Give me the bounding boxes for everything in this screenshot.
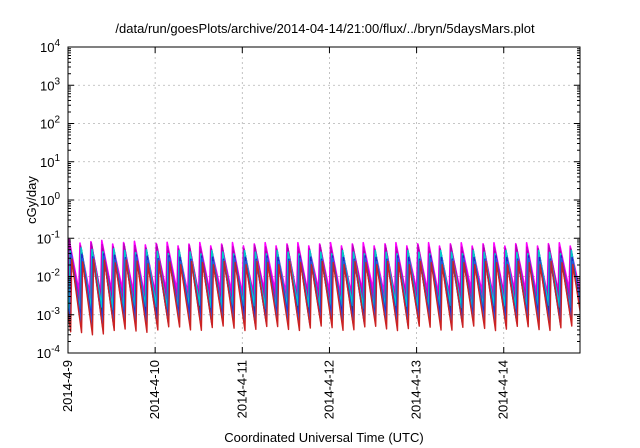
- chart-title: /data/run/goesPlots/archive/2014-04-14/2…: [115, 21, 535, 36]
- y-tick-label: 101: [40, 153, 60, 170]
- x-axis-label: Coordinated Universal Time (UTC): [224, 430, 423, 445]
- y-tick-label: 10-4: [37, 344, 61, 361]
- x-tick-label: 2014-4-9: [60, 360, 75, 412]
- series-group: [68, 238, 580, 336]
- x-tick-label: 2014-4-11: [234, 360, 249, 418]
- y-tick-labels: 10-4 10-3 10-2 10-1 100 101 102 103 104: [37, 38, 61, 361]
- axis-ticks: [67, 46, 580, 354]
- series-line: [68, 258, 580, 336]
- y-tick-label: 103: [40, 76, 60, 93]
- x-tick-label: 2014-4-13: [409, 360, 424, 419]
- x-tick-labels: 2014-4-9 2014-4-10 2014-4-11 2014-4-12 2014-…: [60, 360, 511, 419]
- y-tick-label: 10-1: [37, 229, 61, 246]
- y-tick-label: 10-2: [37, 268, 61, 285]
- x-tick-label: 2014-4-10: [147, 360, 162, 419]
- y-axis-label: cGy/day: [24, 176, 39, 224]
- y-tick-label: 10-3: [37, 306, 61, 323]
- x-tick-label: 2014-4-12: [321, 360, 336, 419]
- y-tick-label: 104: [40, 38, 60, 55]
- y-tick-label: 100: [40, 191, 60, 208]
- y-tick-label: 102: [40, 115, 60, 132]
- x-tick-label: 2014-4-14: [496, 360, 511, 419]
